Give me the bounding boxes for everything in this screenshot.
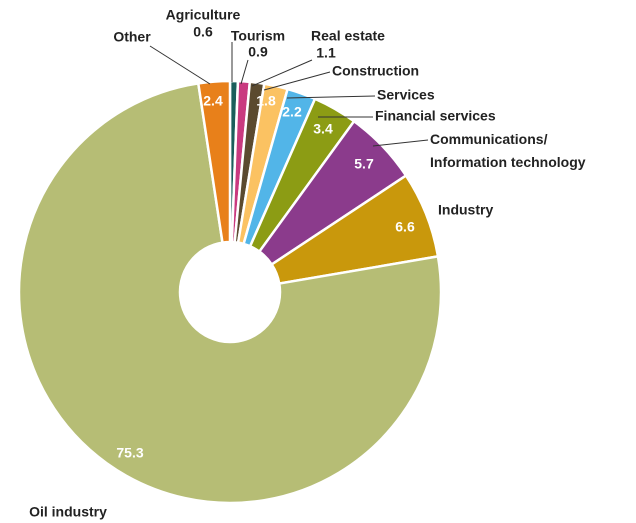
value-label: 75.3 — [116, 445, 143, 461]
category-label: Agriculture — [166, 7, 241, 23]
value-label: 3.4 — [313, 121, 333, 137]
category-label: Tourism — [231, 28, 285, 44]
category-label: Real estate — [311, 28, 385, 44]
leader-line — [149, 45, 211, 85]
category-label: Oil industry — [29, 504, 107, 520]
category-label: Construction — [332, 63, 419, 79]
category-label: Industry — [438, 202, 493, 218]
value-label: 0.9 — [248, 44, 268, 60]
value-label: 0.6 — [193, 24, 213, 40]
leader-line — [372, 139, 429, 147]
value-label: 1.1 — [316, 45, 336, 61]
value-label: 2.2 — [282, 104, 302, 120]
value-label: 6.6 — [395, 219, 415, 235]
leader-line — [263, 71, 331, 91]
leader-line — [240, 59, 249, 85]
category-label: Services — [377, 87, 435, 103]
value-label: 1.8 — [256, 93, 276, 109]
leader-line — [251, 59, 313, 87]
value-label: 5.7 — [354, 156, 374, 172]
category-label: Communications/Information technology — [430, 131, 586, 170]
category-label: Other — [113, 29, 151, 45]
pie-slice — [196, 79, 232, 244]
pie-slice — [17, 81, 443, 505]
leader-line — [286, 95, 376, 99]
category-label: Financial services — [375, 108, 496, 124]
value-label: 2.4 — [203, 93, 223, 109]
